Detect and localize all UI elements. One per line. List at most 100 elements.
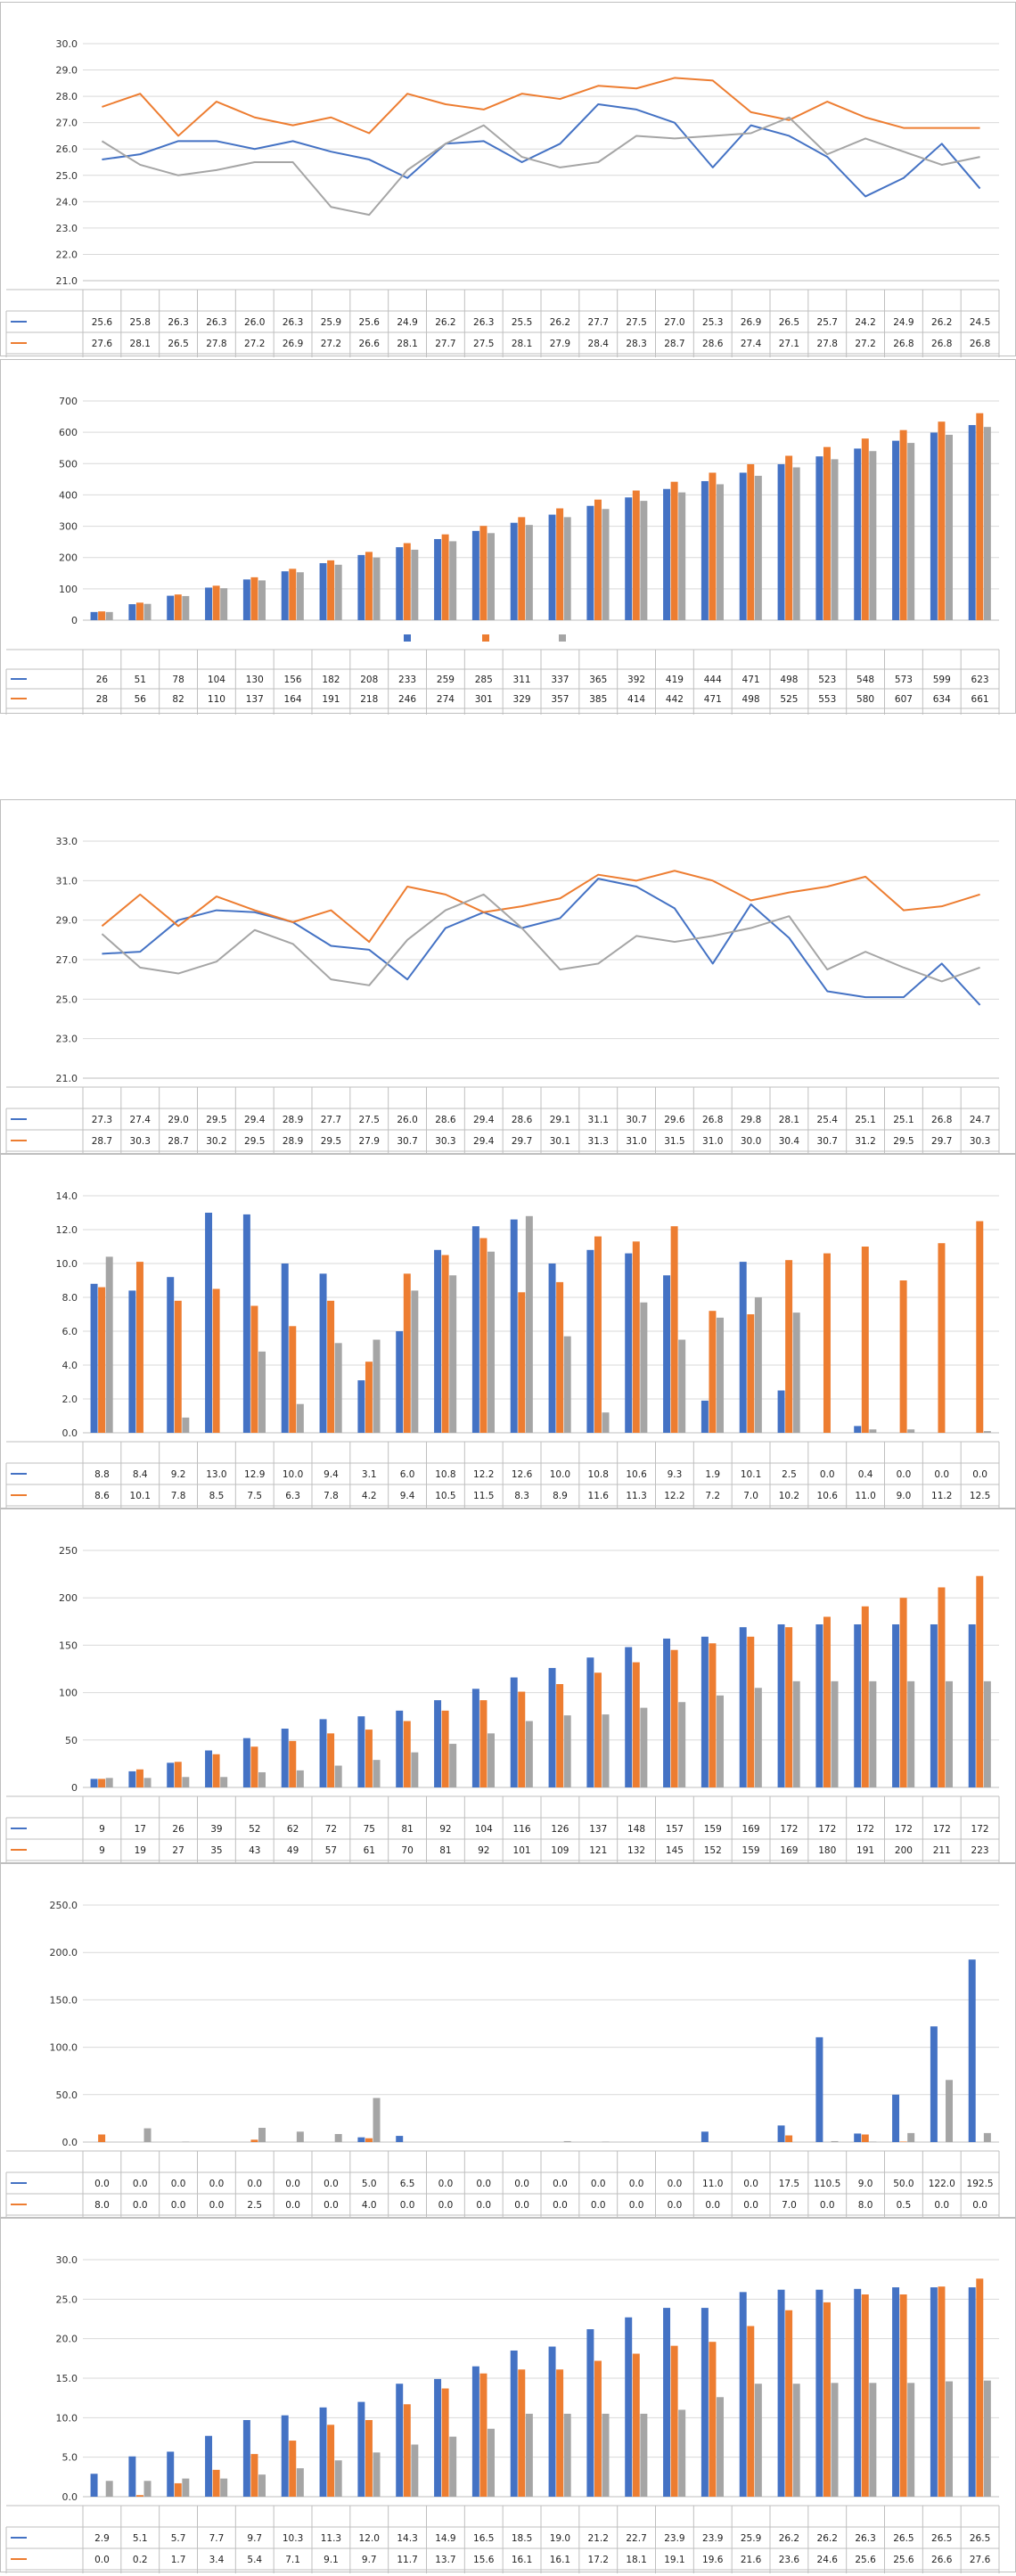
- table-value: 0.0: [934, 1469, 949, 1480]
- table-value: 19: [135, 1845, 146, 1856]
- bar: [930, 2026, 938, 2142]
- table-value: 8.6: [94, 1491, 110, 1501]
- y-tick-label: 0: [71, 615, 78, 626]
- table-value: 29.5: [893, 1136, 914, 1147]
- bar: [90, 1283, 98, 1433]
- bar: [625, 1253, 633, 1433]
- bar: [602, 2413, 610, 2497]
- bar: [90, 1779, 98, 1787]
- bar: [815, 456, 823, 620]
- table-value: 3.4: [209, 2555, 225, 2565]
- bar: [892, 1623, 900, 1787]
- table-value: 6.0: [400, 1469, 415, 1480]
- table-value: 200: [360, 714, 378, 715]
- table-value: 130: [246, 675, 264, 685]
- bar: [594, 1236, 602, 1433]
- table-value: 10.0: [550, 1469, 570, 1480]
- table-value: 52: [135, 714, 146, 715]
- bar: [678, 492, 686, 620]
- table-value: 414: [627, 694, 645, 705]
- bar: [471, 530, 479, 620]
- bar: [182, 595, 190, 620]
- table-value: 24.7: [970, 1115, 990, 1125]
- y-tick-label: 21.0: [56, 1073, 78, 1084]
- bar: [441, 534, 449, 620]
- bar: [289, 1326, 297, 1433]
- table-value: 566: [895, 714, 913, 715]
- table-value: 28: [96, 694, 108, 705]
- bar: [861, 438, 869, 620]
- bar: [510, 522, 518, 620]
- bar: [449, 1744, 457, 1787]
- table-value: 0.0: [247, 2179, 262, 2189]
- bar: [678, 1339, 686, 1433]
- bar: [319, 1273, 327, 1433]
- bar: [701, 480, 709, 620]
- table-value: 599: [933, 675, 951, 685]
- bar: [205, 2435, 213, 2497]
- panel-2: 0 100 200 300 400 500 600 700 26 51 78 104 130 156 182…: [0, 359, 1016, 715]
- bar: [938, 1587, 946, 1787]
- chart-svg-5: 0 50 100 150 200 250 9 17 26 39 52 62 72 75 81 92 104 116…: [5, 1545, 1000, 1864]
- bar: [777, 1623, 785, 1787]
- table-value: 29.5: [244, 1136, 265, 1147]
- bar: [357, 1716, 365, 1787]
- table-value: 25.6: [893, 2555, 914, 2565]
- bar: [548, 1667, 556, 1787]
- bar: [281, 571, 289, 620]
- table-value: 92: [439, 1824, 451, 1835]
- table-value: 0.0: [438, 2200, 454, 2211]
- bar: [792, 1313, 800, 1433]
- table-value: 26.3: [473, 317, 494, 328]
- bar: [167, 1277, 175, 1433]
- y-tick-label: 0.0: [62, 1427, 78, 1439]
- bar: [396, 2384, 404, 2497]
- table-value: 22.7: [626, 2533, 646, 2544]
- table-value: 0.0: [591, 2200, 606, 2211]
- table-value: 121: [589, 1845, 607, 1856]
- table-value: 177: [322, 714, 340, 715]
- table-value: 9: [99, 1824, 105, 1835]
- bar: [563, 2413, 571, 2497]
- bar: [946, 2381, 953, 2497]
- table-value: 27.5: [473, 339, 494, 349]
- chart-svg-3: 21.0 23.0 25.0 27.0 29.0 31.0 33.0 27.3 27.4 29.0…: [5, 836, 1000, 1155]
- bar: [334, 2460, 342, 2497]
- table-value: 28.9: [283, 1136, 303, 1147]
- y-tick-label: 30.0: [56, 2254, 78, 2266]
- bar: [220, 588, 228, 620]
- bar: [258, 2474, 266, 2497]
- table-value: 10.6: [626, 1469, 647, 1480]
- bar: [777, 1390, 785, 1433]
- bar: [411, 549, 419, 620]
- bar: [632, 2353, 640, 2497]
- legend-swatch: [404, 634, 411, 642]
- table-value: 172: [971, 1824, 989, 1835]
- table-value: 580: [856, 694, 874, 705]
- bar: [143, 1778, 152, 1787]
- bar: [632, 1662, 640, 1787]
- bar: [563, 517, 571, 620]
- table-value: 233: [398, 675, 416, 685]
- bar: [602, 1412, 610, 1433]
- table-value: 26: [96, 714, 109, 715]
- bar: [289, 1740, 297, 1787]
- table-value: 525: [780, 694, 798, 705]
- bar: [167, 2451, 175, 2497]
- bar: [670, 481, 678, 620]
- bar: [785, 1627, 793, 1787]
- y-tick-label: 28.0: [56, 91, 78, 102]
- table-value: 30.0: [741, 1136, 761, 1147]
- y-tick-label: 2.0: [62, 1394, 78, 1405]
- table-value: 25.1: [893, 1115, 914, 1125]
- bar: [488, 1251, 495, 1433]
- table-value: 301: [475, 694, 493, 705]
- table-value: 29.4: [473, 1115, 495, 1125]
- table-value: 148: [627, 1824, 645, 1835]
- table-value: 0.5: [897, 2200, 912, 2211]
- table-value: 10.8: [588, 1469, 609, 1480]
- bar: [594, 1672, 602, 1787]
- bar: [174, 1762, 182, 1787]
- bar: [899, 2294, 907, 2497]
- bar: [701, 1636, 709, 1787]
